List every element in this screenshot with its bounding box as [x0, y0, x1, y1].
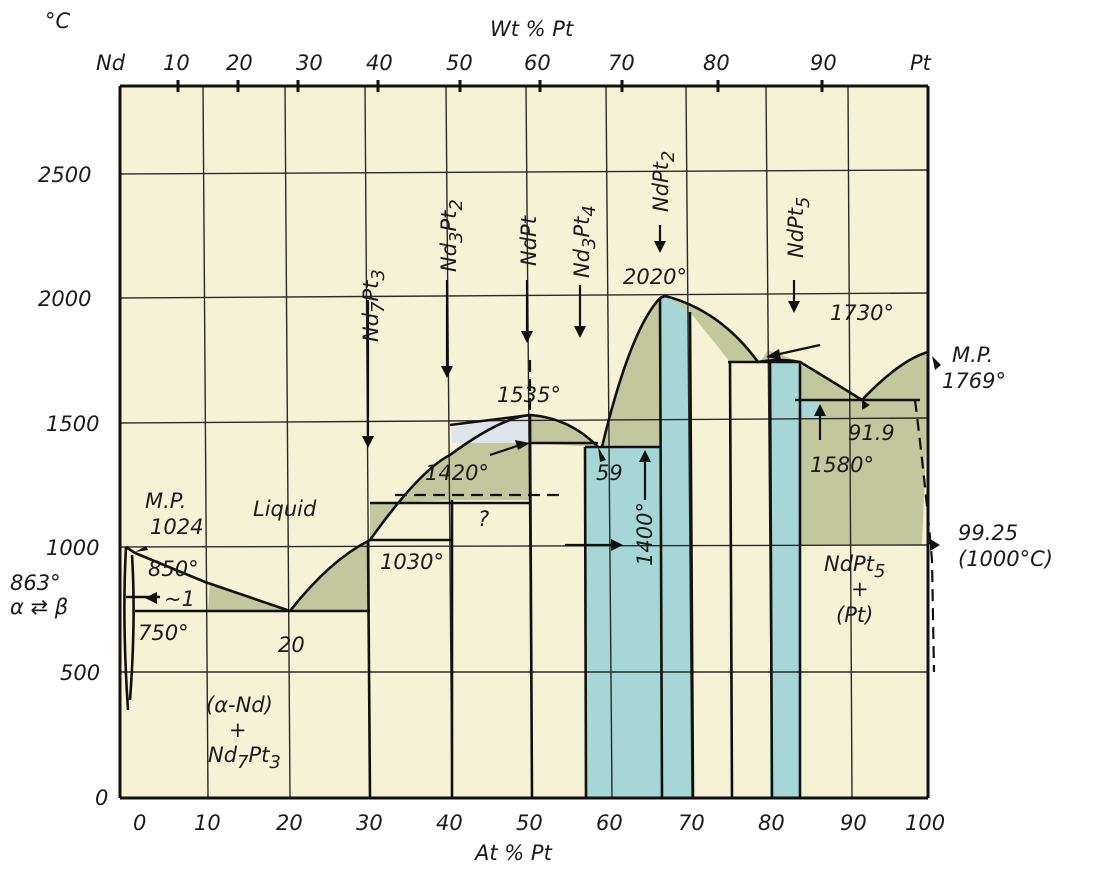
- top-tick-50: 50: [446, 51, 473, 75]
- bottom-tick-60: 60: [596, 811, 623, 835]
- top-axis-title: Wt % Pt: [490, 17, 574, 41]
- bottom-tick-90: 90: [840, 811, 867, 835]
- bottom-axis-title: At % Pt: [473, 841, 553, 865]
- region-liquid-nd3pt2: [370, 455, 450, 540]
- region-liquid-pt: [862, 352, 928, 400]
- liquid-label: Liquid: [253, 497, 317, 521]
- t1580-label: 1580°: [810, 453, 874, 477]
- region-liquid-ndpt2-left: [602, 298, 660, 447]
- liquidus-main: [288, 413, 599, 612]
- top-tick-40: 40: [366, 51, 393, 75]
- ndpt5-line-left: [768, 361, 774, 799]
- pt-region-label: (Pt): [836, 603, 873, 627]
- top-tick-80: 80: [703, 51, 730, 75]
- compound-ndpt2-label: NdPt2: [649, 151, 679, 212]
- bottom-tick-50: 50: [516, 811, 543, 835]
- ndpt2-line-left: [658, 297, 664, 799]
- plus-label-left: +: [229, 718, 247, 742]
- composition-91-9-label: 91.9: [848, 421, 895, 445]
- t1730-label: 1730°: [830, 301, 894, 325]
- t863-label: 863°: [10, 571, 61, 595]
- alpha-beta-label: α ⇄ β: [10, 595, 68, 619]
- top-tick-20: 20: [226, 51, 253, 75]
- t1535-label: 1535°: [497, 383, 561, 407]
- region-line-730: [728, 361, 734, 799]
- mp-left-value: 1024: [150, 515, 203, 539]
- ndpt-line: [528, 414, 534, 799]
- region-liquid-ndpt2-right: [665, 298, 758, 362]
- composition-20-label: 20: [278, 633, 305, 657]
- region-ndpt5-pt: [795, 400, 928, 545]
- top-tick-60: 60: [524, 51, 551, 75]
- composition-99-25-label: 99.25: [958, 521, 1018, 545]
- t2020-label: 2020°: [623, 265, 687, 289]
- plot-frame: [118, 84, 930, 800]
- mp-right-value: 1769°: [942, 369, 1006, 393]
- left-element-label: Nd: [96, 51, 126, 75]
- y-tick-0: 0: [95, 786, 108, 810]
- region-liquid-nd7pt3: [290, 540, 370, 611]
- bottom-tick-10: 10: [194, 811, 221, 835]
- bottom-tick-70: 70: [678, 811, 705, 835]
- top-tick-marks: [176, 80, 824, 92]
- arrows: [135, 225, 941, 604]
- mp-left-label: M.P.: [145, 489, 186, 513]
- compound-ndpt5-label: NdPt5: [784, 197, 814, 258]
- top-tick-10: 10: [163, 51, 190, 75]
- t1030-label: 1030°: [380, 550, 444, 574]
- t850-label: 850°: [148, 557, 199, 581]
- top-tick-30: 30: [296, 51, 323, 75]
- right-element-label: Pt: [910, 51, 932, 75]
- liquidus-gap-line: [449, 413, 531, 427]
- unit-celsius: °C: [45, 9, 71, 33]
- t750-label: 750°: [138, 621, 189, 645]
- y-tick-1500: 1500: [46, 412, 99, 436]
- compound-nd3pt2-label: Nd3Pt2: [437, 199, 467, 272]
- bottom-tick-80: 80: [758, 811, 785, 835]
- top-tick-90: 90: [810, 51, 837, 75]
- phase-boundaries: [123, 294, 929, 799]
- bottom-tick-40: 40: [436, 811, 463, 835]
- compound-ndpt-label: NdPt: [517, 215, 541, 266]
- t1420-label: 1420°: [425, 461, 489, 485]
- ndpt5-phase-field: [770, 362, 800, 798]
- bottom-tick-30: 30: [356, 811, 383, 835]
- bottom-tick-100: 100: [905, 811, 945, 835]
- y-tick-1000: 1000: [46, 536, 99, 560]
- y-tick-2000: 2000: [38, 287, 91, 311]
- liquidus-nd-side: [125, 545, 291, 613]
- nd-solvus: [123, 546, 135, 711]
- y-tick-500: 500: [60, 661, 100, 685]
- bottom-tick-20: 20: [276, 811, 303, 835]
- nd3pt4-phase-field: [585, 447, 602, 798]
- compound-nd7pt3-label: Nd7Pt3: [359, 269, 389, 342]
- grid-horizontal: [119, 169, 929, 673]
- top-tick-70: 70: [608, 51, 635, 75]
- y-tick-2500: 2500: [38, 163, 91, 187]
- mp-right-label: M.P.: [952, 343, 993, 367]
- composition-59-label: 59: [596, 461, 623, 485]
- ndpt5-region-label: NdPt5: [824, 552, 885, 582]
- bottom-tick-0: 0: [133, 811, 146, 835]
- compound-nd3pt4-label: Nd3Pt4: [570, 205, 600, 278]
- t1000c-label: (1000°C): [958, 547, 1053, 571]
- approx1-label: ~1: [164, 587, 195, 611]
- nd7pt3-region-label: Nd7Pt3: [208, 743, 281, 773]
- nd3pt4-line-left: [583, 446, 588, 799]
- ndpt2-line-right: [688, 311, 695, 799]
- plus-label-right: +: [851, 577, 869, 601]
- question-label: ?: [478, 507, 489, 531]
- region-liquid-ndpt-right: [530, 415, 598, 447]
- dashed-boundaries: [395, 360, 936, 673]
- t1400-label: 1400°: [633, 502, 657, 566]
- alpha-nd-label: (α-Nd): [206, 693, 273, 717]
- nd7pt3-line: [366, 539, 372, 799]
